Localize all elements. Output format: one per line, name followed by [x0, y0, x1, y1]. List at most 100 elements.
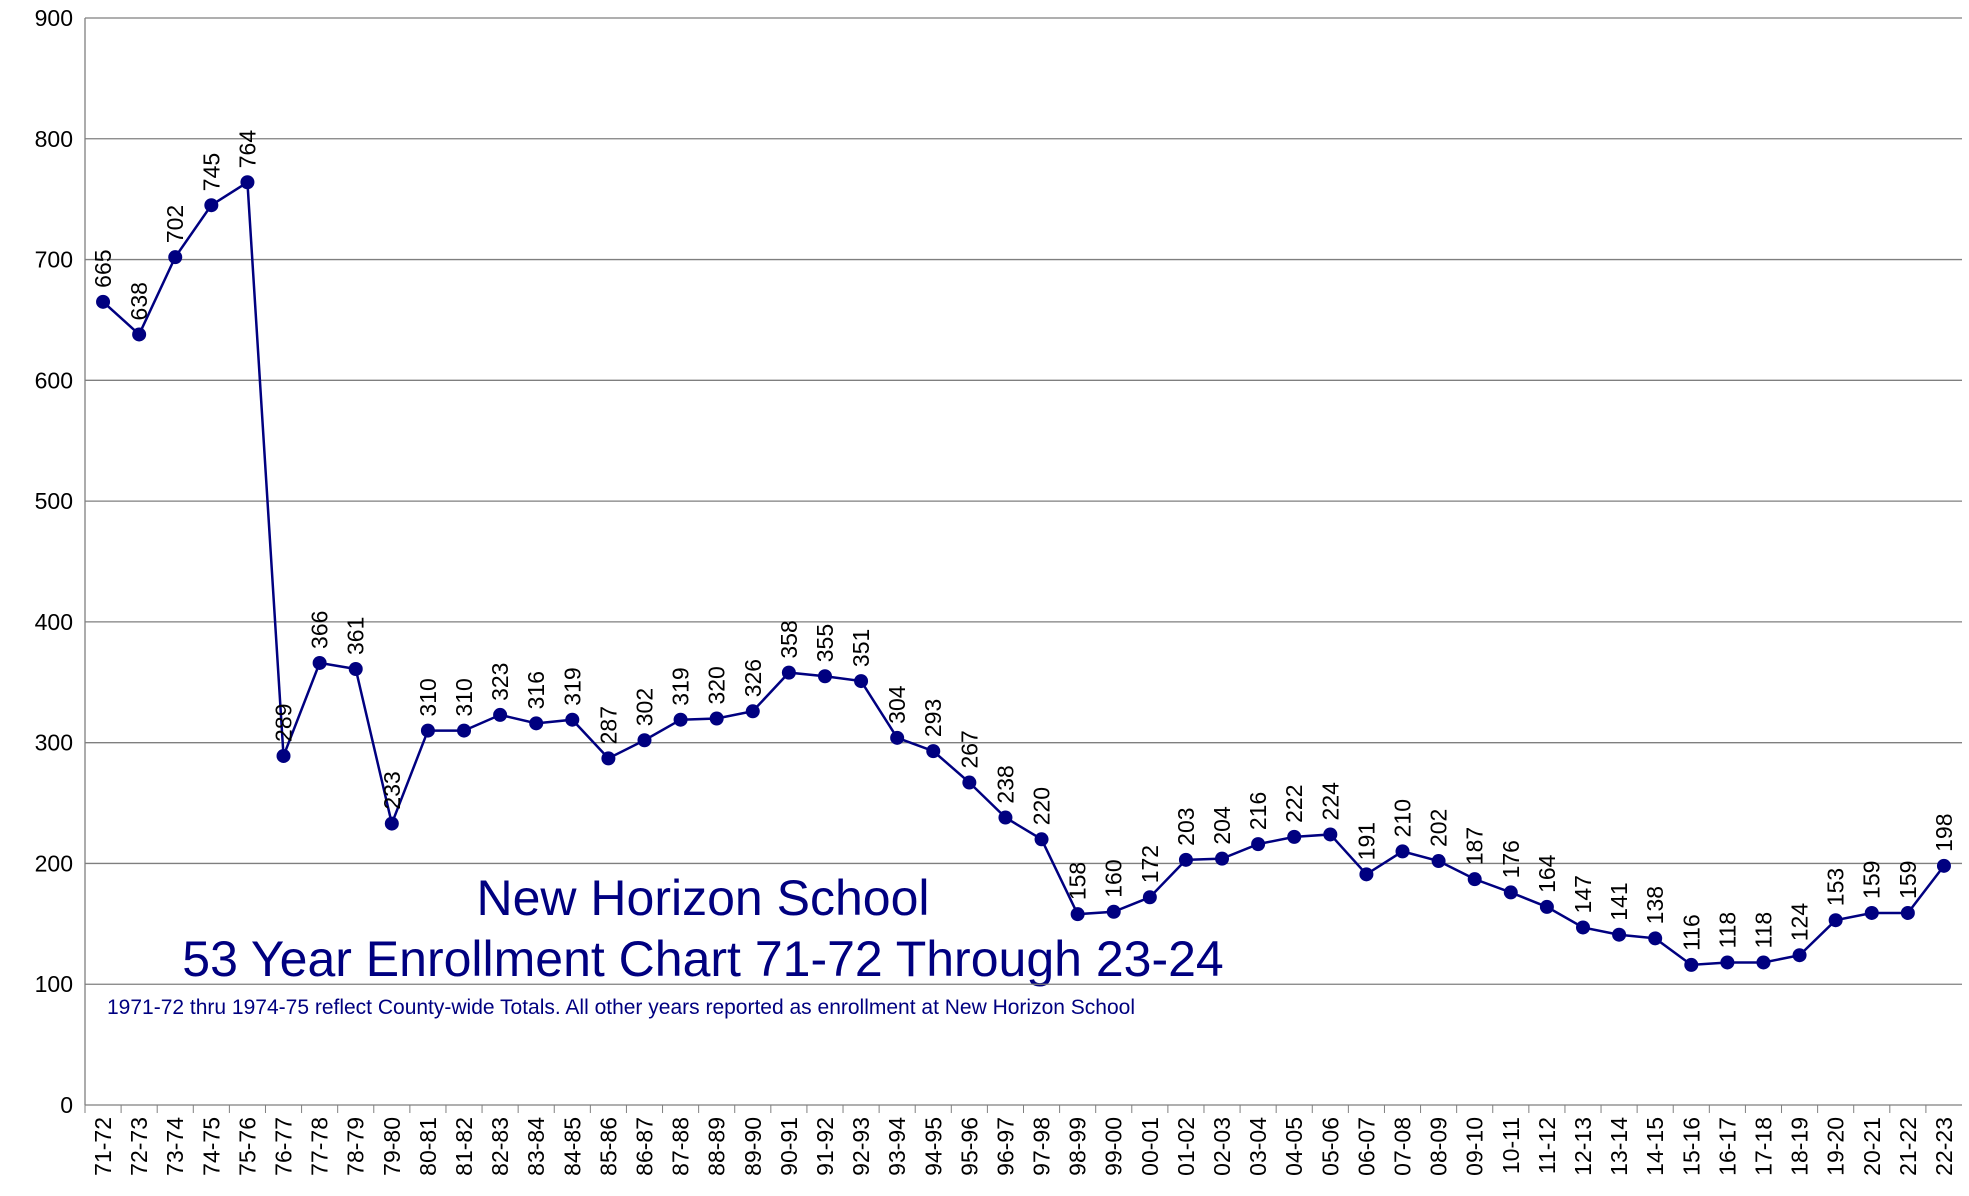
data-point — [1467, 872, 1482, 887]
x-tick-label: 81-82 — [451, 1117, 477, 1176]
data-label: 702 — [162, 205, 188, 243]
data-label: 141 — [1606, 882, 1632, 920]
data-point — [1106, 904, 1121, 919]
data-point — [1575, 920, 1590, 935]
x-tick-label: 72-73 — [126, 1117, 152, 1176]
x-tick-label: 20-21 — [1859, 1117, 1885, 1176]
data-label: 319 — [559, 667, 585, 705]
data-label: 238 — [992, 765, 1018, 803]
data-label: 176 — [1498, 840, 1524, 878]
data-point — [962, 775, 977, 790]
x-tick-label: 99-00 — [1101, 1117, 1127, 1176]
data-label: 319 — [668, 667, 694, 705]
data-point — [1503, 885, 1518, 900]
data-point — [1251, 837, 1266, 852]
x-tick-label: 11-12 — [1534, 1117, 1560, 1174]
y-tick-label: 200 — [35, 850, 73, 876]
data-label: 233 — [379, 771, 405, 809]
data-label: 366 — [307, 611, 333, 649]
data-label: 287 — [595, 706, 621, 744]
x-tick-label: 86-87 — [631, 1117, 657, 1176]
x-tick-label: 71-72 — [90, 1117, 116, 1176]
x-tick-label: 80-81 — [415, 1117, 441, 1176]
x-tick-label: 00-01 — [1137, 1117, 1163, 1176]
x-tick-label: 19-20 — [1823, 1117, 1849, 1176]
y-tick-label: 100 — [35, 971, 73, 997]
data-point — [1178, 852, 1193, 867]
x-tick-label: 07-08 — [1390, 1117, 1416, 1176]
data-point — [1648, 931, 1663, 946]
x-tick-label: 97-98 — [1029, 1117, 1055, 1176]
data-label: 203 — [1173, 807, 1199, 845]
chart-subtitle: 53 Year Enrollment Chart 71-72 Through 2… — [182, 931, 1223, 987]
data-label: 159 — [1859, 861, 1885, 899]
y-tick-label: 800 — [35, 126, 73, 152]
data-point — [1359, 867, 1374, 882]
data-point — [601, 751, 616, 766]
data-point — [1756, 955, 1771, 970]
data-label: 116 — [1678, 914, 1704, 951]
x-tick-label: 05-06 — [1317, 1117, 1343, 1176]
x-tick-label: 22-23 — [1931, 1117, 1957, 1176]
data-label: 361 — [343, 617, 369, 655]
x-tick-label: 08-09 — [1426, 1117, 1452, 1176]
y-tick-label: 500 — [35, 488, 73, 514]
x-tick-label: 74-75 — [198, 1117, 224, 1176]
data-point — [493, 707, 508, 722]
x-tick-label: 77-78 — [307, 1117, 333, 1176]
data-point — [1720, 955, 1735, 970]
data-label: 216 — [1245, 792, 1271, 830]
data-label: 355 — [812, 624, 838, 662]
data-label: 224 — [1317, 782, 1343, 821]
data-point — [781, 665, 796, 680]
data-point — [1684, 957, 1699, 972]
data-label: 172 — [1137, 845, 1163, 883]
data-point — [348, 661, 363, 676]
data-point — [709, 711, 724, 726]
data-point — [1864, 905, 1879, 920]
data-label: 147 — [1570, 875, 1596, 913]
y-tick-label: 0 — [60, 1092, 73, 1118]
data-point — [1142, 890, 1157, 905]
data-point — [1034, 832, 1049, 847]
x-tick-label: 92-93 — [848, 1117, 874, 1176]
x-tick-label: 87-88 — [668, 1117, 694, 1176]
x-tick-label: 79-80 — [379, 1117, 405, 1176]
data-label: 160 — [1101, 859, 1127, 897]
chart-title: New Horizon School — [477, 870, 930, 926]
x-tick-label: 02-03 — [1209, 1117, 1235, 1176]
data-point — [457, 723, 472, 738]
x-tick-label: 93-94 — [884, 1117, 910, 1176]
data-label: 159 — [1895, 861, 1921, 899]
x-tick-label: 84-85 — [559, 1117, 585, 1176]
x-tick-label: 15-16 — [1678, 1117, 1704, 1176]
x-tick-label: 95-96 — [956, 1117, 982, 1176]
x-tick-label: 14-15 — [1642, 1117, 1668, 1176]
data-point — [420, 723, 435, 738]
data-point — [529, 716, 544, 731]
data-point — [1323, 827, 1338, 842]
x-tick-label: 06-07 — [1353, 1117, 1379, 1176]
data-point — [276, 748, 291, 763]
data-label: 210 — [1390, 799, 1416, 837]
x-tick-label: 82-83 — [487, 1117, 513, 1176]
data-label: 293 — [920, 699, 946, 737]
x-tick-label: 98-99 — [1065, 1117, 1091, 1176]
data-point — [998, 810, 1013, 825]
data-label: 304 — [884, 685, 910, 724]
x-tick-label: 83-84 — [523, 1117, 549, 1176]
data-point — [1900, 905, 1915, 920]
data-point — [926, 744, 941, 759]
data-point — [384, 816, 399, 831]
data-label: 198 — [1931, 813, 1957, 851]
data-label: 164 — [1534, 854, 1560, 893]
x-tick-label: 18-19 — [1787, 1117, 1813, 1176]
data-label: 222 — [1281, 784, 1307, 822]
data-point — [1070, 907, 1085, 922]
data-label: 187 — [1462, 827, 1488, 865]
data-label: 745 — [198, 153, 224, 191]
data-point — [132, 327, 147, 342]
data-point — [637, 733, 652, 748]
data-point — [1215, 851, 1230, 866]
